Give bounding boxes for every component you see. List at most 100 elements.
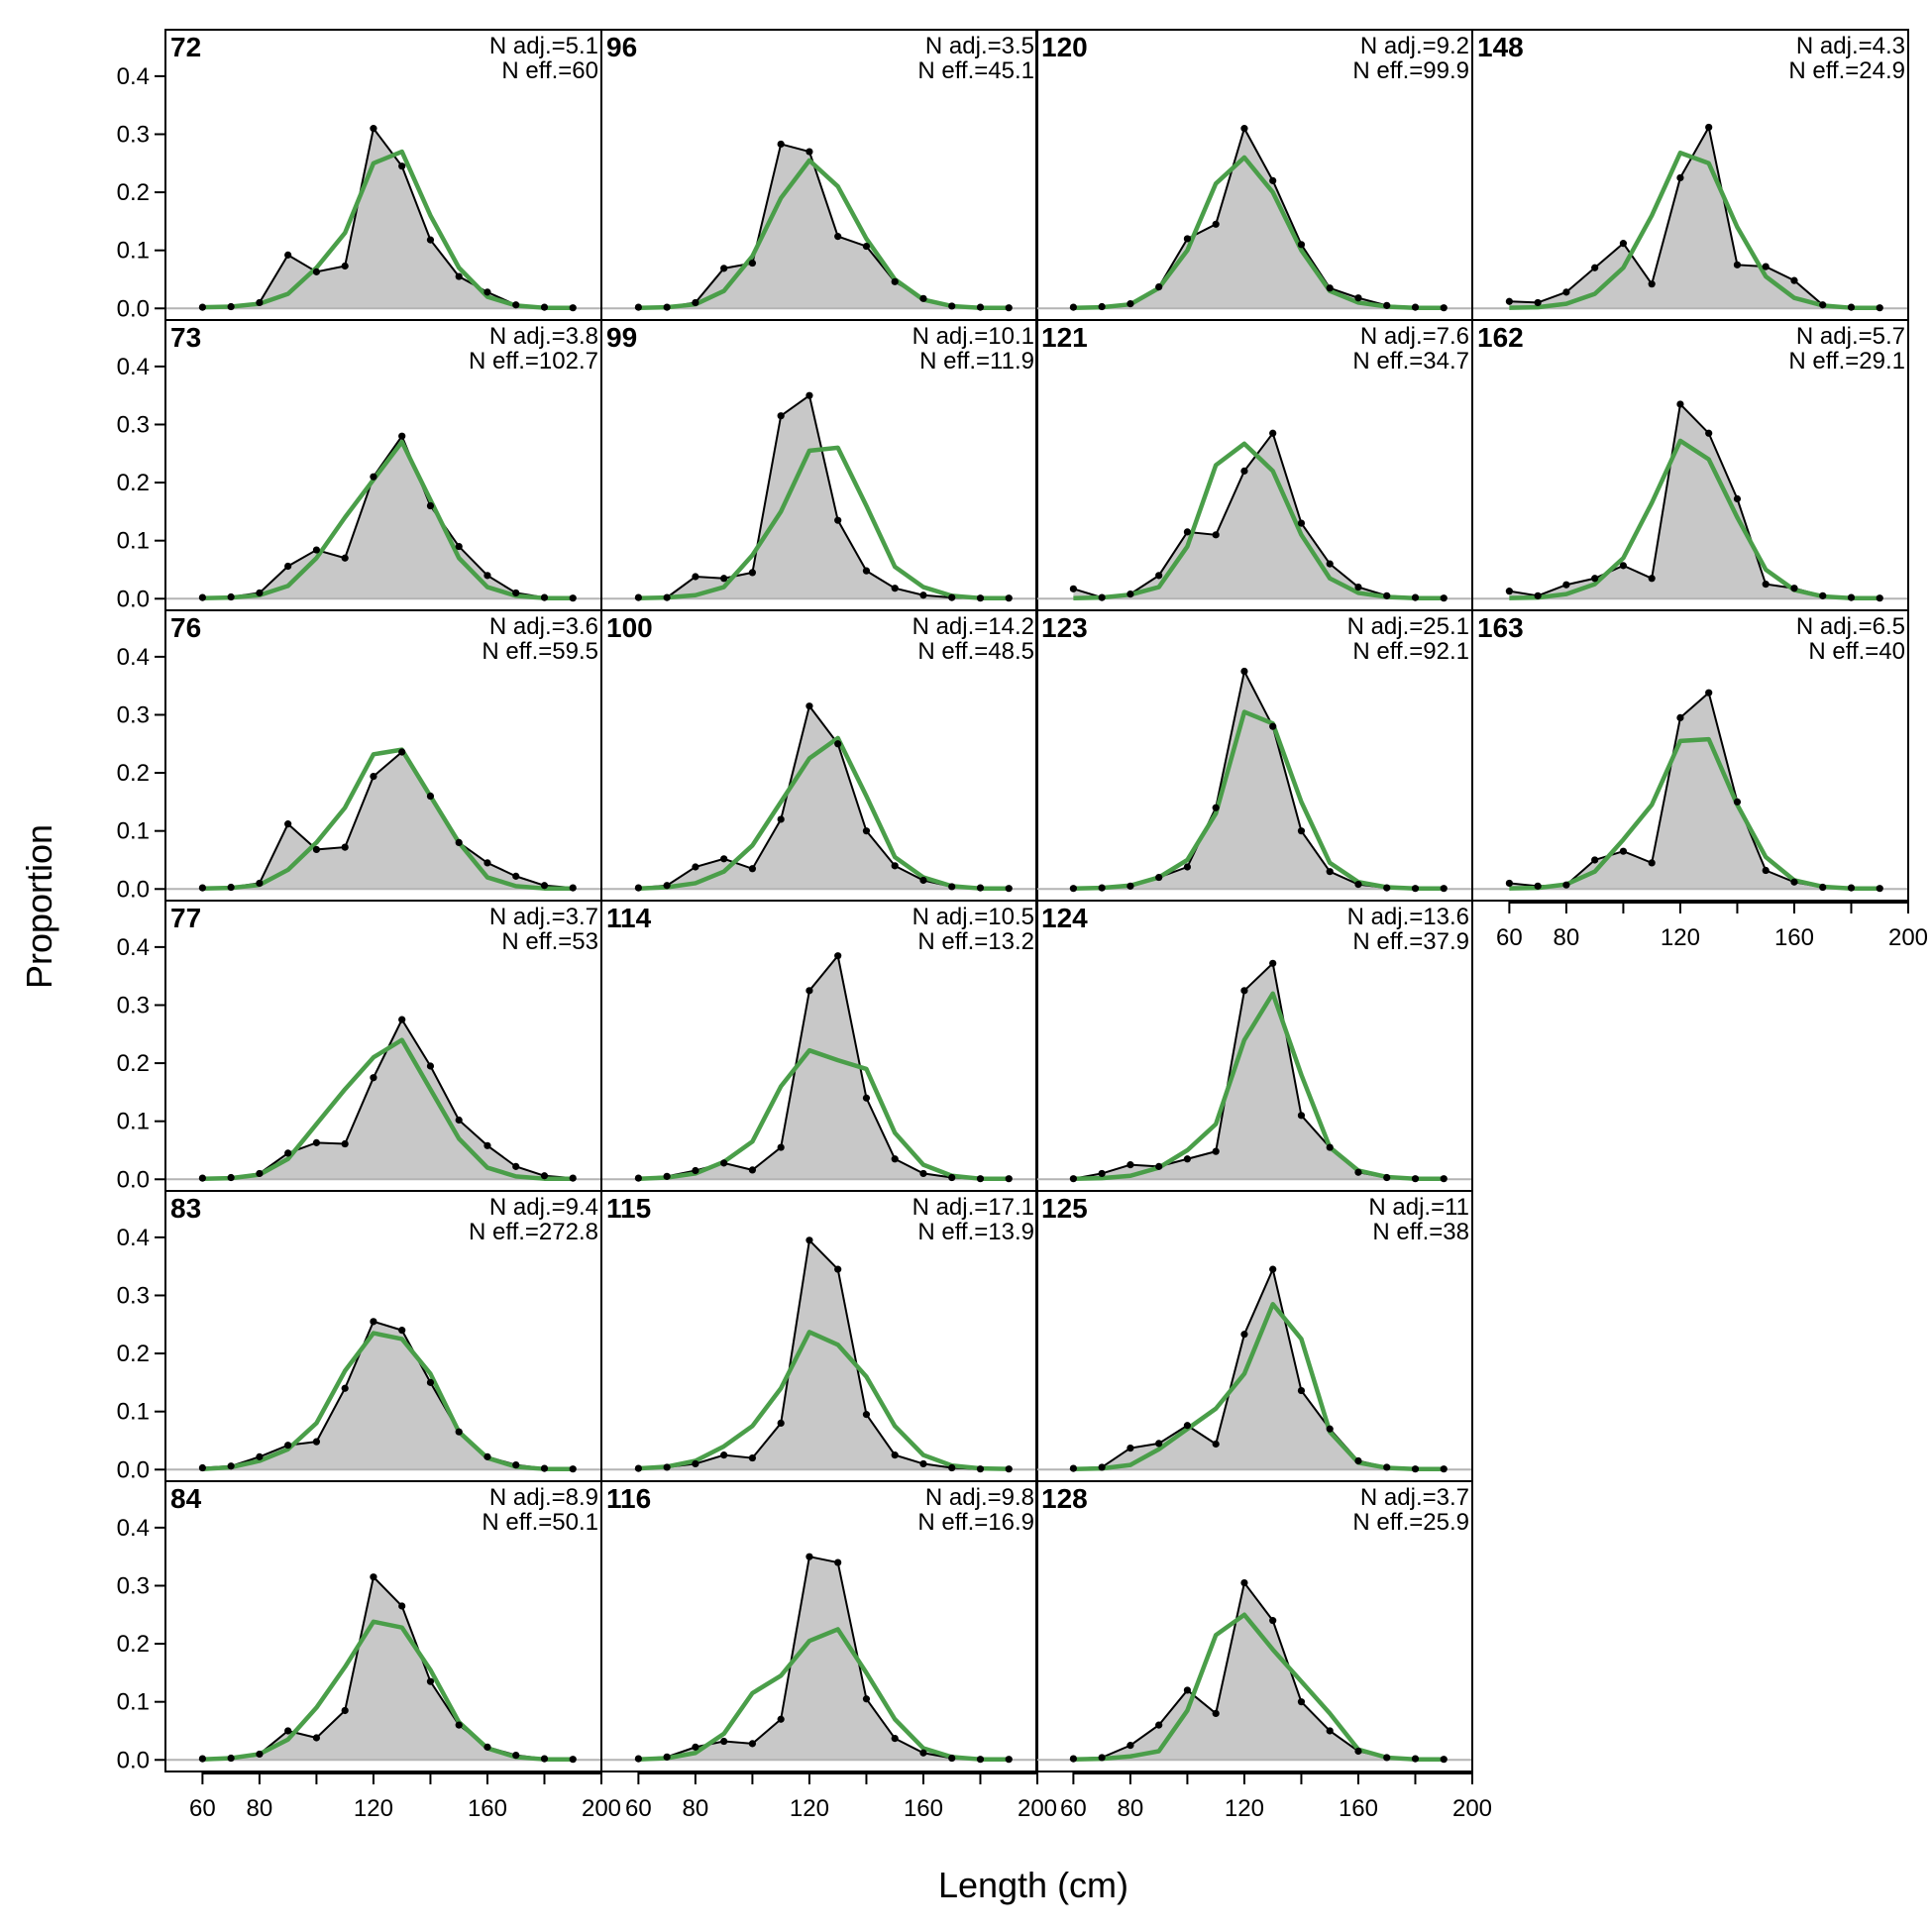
- y-tick-label: 0.1: [117, 238, 150, 265]
- observed-point: [398, 1602, 406, 1610]
- observed-point: [1505, 588, 1513, 595]
- observed-point: [1591, 575, 1599, 583]
- observed-area: [1509, 693, 1880, 890]
- observed-point: [1354, 880, 1362, 889]
- observed-point: [1098, 302, 1106, 311]
- observed-point: [634, 884, 642, 892]
- observed-point: [948, 1754, 956, 1763]
- n-eff-label: N eff.=53: [501, 928, 598, 955]
- observed-point: [512, 1162, 520, 1170]
- n-adj-label: N adj.=3.7: [489, 904, 598, 930]
- observed-point: [720, 1159, 728, 1167]
- observed-area: [638, 705, 1010, 890]
- observed-point: [1534, 882, 1542, 890]
- observed-area: [1073, 963, 1445, 1180]
- observed-point: [1383, 301, 1391, 309]
- observed-point: [919, 591, 927, 599]
- y-tick-label: 0.2: [117, 1631, 150, 1658]
- observed-point: [1098, 1463, 1106, 1471]
- observed-line: [638, 1237, 1010, 1470]
- observed-point: [1534, 591, 1542, 599]
- observed-point: [256, 1452, 264, 1460]
- observed-point: [1127, 1161, 1134, 1169]
- observed-point: [663, 593, 671, 601]
- panel-120: 120 N adj.=9.2N eff.=99.9: [1035, 29, 1473, 321]
- observed-point: [1383, 591, 1391, 599]
- observed-point: [370, 1573, 377, 1581]
- observed-point: [805, 1553, 813, 1560]
- observed-area: [202, 128, 574, 309]
- observed-point: [1183, 528, 1192, 536]
- observed-point: [1297, 827, 1306, 835]
- observed-point: [1127, 299, 1134, 308]
- observed-point: [312, 268, 321, 275]
- observed-point: [891, 1155, 899, 1163]
- observed-point: [569, 304, 577, 312]
- n-eff-label: N eff.=16.9: [917, 1509, 1034, 1536]
- observed-point: [1098, 884, 1106, 892]
- y-tick-label: 0.1: [117, 528, 150, 555]
- x-tick-label: 80: [1118, 1795, 1144, 1822]
- n-eff-label: N eff.=272.8: [469, 1219, 598, 1245]
- x-tick-label: 60: [1496, 924, 1523, 951]
- panel-label: 77: [170, 903, 201, 933]
- observed-point: [834, 1265, 842, 1273]
- observed-point: [1155, 873, 1163, 882]
- n-adj-label: N adj.=9.4: [489, 1194, 598, 1221]
- y-tick-label: 0.2: [117, 179, 150, 206]
- observed-point: [862, 242, 871, 251]
- observed-point: [805, 148, 813, 156]
- n-adj-label: N adj.=25.1: [1347, 613, 1469, 640]
- observed-point: [1354, 1747, 1362, 1756]
- observed-point: [1326, 868, 1334, 876]
- observed-point: [1127, 1742, 1134, 1750]
- panel-label: 115: [606, 1193, 651, 1224]
- observed-point: [692, 298, 699, 307]
- observed-point: [1240, 1578, 1248, 1587]
- n-eff-label: N eff.=11.9: [919, 348, 1034, 375]
- observed-point: [1847, 303, 1856, 311]
- x-tick-label: 80: [247, 1795, 273, 1822]
- y-tick-label: 0.1: [117, 818, 150, 845]
- panel-148: 148 N adj.=4.3N eff.=24.9: [1471, 29, 1909, 321]
- expected-line: [1073, 709, 1445, 891]
- observed-point: [426, 501, 435, 510]
- panel-label: 121: [1041, 322, 1088, 353]
- observed-point: [198, 1174, 206, 1182]
- panel-label: 83: [170, 1193, 201, 1224]
- observed-point: [1240, 1331, 1248, 1339]
- y-tick-label: 0.0: [117, 586, 150, 612]
- panel-96: 96 N adj.=3.5N eff.=45.1: [600, 29, 1038, 321]
- observed-point: [919, 294, 927, 302]
- panel-123: 123 N adj.=25.1N eff.=92.1: [1035, 609, 1473, 902]
- observed-point: [834, 952, 842, 960]
- x-tick-label: 200: [1888, 924, 1928, 951]
- panel-label: 116: [606, 1483, 651, 1514]
- y-tick-label: 0.0: [117, 1747, 150, 1773]
- observed-point: [748, 1740, 757, 1748]
- observed-point: [1269, 176, 1277, 184]
- observed-point: [777, 1143, 785, 1151]
- observed-point: [1183, 863, 1192, 871]
- observed-point: [312, 546, 321, 554]
- observed-point: [426, 792, 435, 801]
- y-tick-label: 0.4: [117, 1515, 150, 1542]
- observed-point: [976, 1756, 985, 1764]
- observed-point: [1591, 264, 1599, 271]
- panel-label: 114: [606, 903, 652, 933]
- observed-point: [455, 1721, 463, 1729]
- observed-point: [1440, 1465, 1448, 1473]
- observed-area: [202, 1576, 574, 1761]
- observed-point: [748, 259, 757, 268]
- y-tick-label: 0.3: [117, 992, 150, 1019]
- observed-point: [1240, 667, 1248, 676]
- observed-point: [455, 838, 463, 847]
- y-tick-label: 0.3: [117, 411, 150, 438]
- observed-point: [1762, 866, 1770, 875]
- panel-frame: [1035, 1480, 1473, 1772]
- observed-point: [1591, 856, 1599, 864]
- observed-point: [227, 1173, 235, 1182]
- n-eff-label: N eff.=38: [1372, 1219, 1469, 1245]
- panel-label: 99: [606, 322, 637, 353]
- observed-area: [202, 1020, 574, 1180]
